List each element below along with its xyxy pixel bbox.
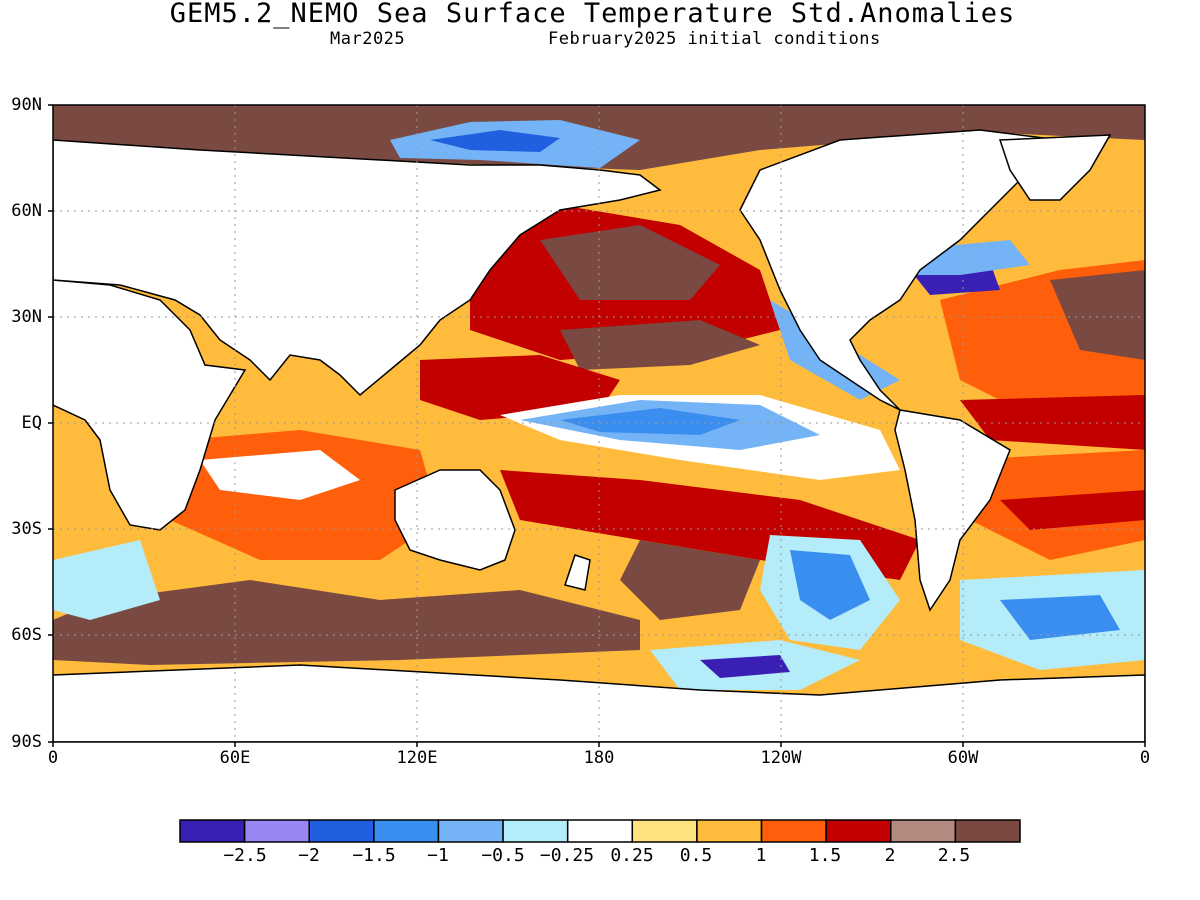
lat-label: 90N	[11, 95, 42, 115]
colorbar-swatch	[566, 819, 634, 843]
colorbar-label: 0.25	[610, 845, 654, 866]
greenland	[998, 134, 1112, 201]
lon-label: 0	[1139, 748, 1151, 768]
colorbar-swatch	[437, 819, 504, 843]
eurasia	[53, 139, 662, 397]
lon-label: 120W	[760, 748, 802, 768]
colorbar	[179, 819, 1021, 843]
colorbar-swatch	[825, 819, 892, 843]
map-title: GEM5.2_NEMO Sea Surface Temperature Std.…	[169, 0, 1016, 29]
colorbar-swatch	[954, 819, 1021, 843]
lon-label: 0	[47, 748, 59, 768]
colorbar-label: 1	[755, 845, 767, 866]
colorbar-swatch	[308, 819, 375, 843]
lat-label: EQ	[21, 413, 42, 433]
colorbar-swatch	[243, 819, 310, 843]
colorbar-swatch	[179, 819, 246, 843]
graticule	[53, 105, 1145, 742]
initial-conditions: February2025 initial conditions	[548, 29, 881, 49]
colorbar-label: −1.5	[352, 845, 396, 866]
colorbar-swatch	[373, 819, 440, 843]
colorbar-label: −2	[298, 845, 320, 866]
continents	[53, 129, 1145, 742]
axis-ticks	[48, 104, 1146, 747]
colorbar-label: −2.5	[223, 845, 267, 866]
lon-label: 180	[583, 748, 615, 768]
lat-label: 30N	[11, 307, 42, 327]
lon-label: 120E	[396, 748, 438, 768]
lat-label: 60S	[11, 625, 42, 645]
forecast-month: Mar2025	[330, 29, 406, 49]
colorbar-label: 1.5	[808, 845, 842, 866]
colorbar-swatch	[696, 819, 763, 843]
africa	[53, 279, 247, 531]
colorbar-swatch	[760, 819, 827, 843]
colorbar-label: 0.5	[679, 845, 713, 866]
australia	[394, 469, 516, 571]
colorbar-swatch	[631, 819, 698, 843]
colorbar-swatch	[890, 819, 957, 843]
southern-ocean-warm	[53, 580, 640, 665]
colorbar-label: −0.25	[539, 845, 595, 866]
colorbar-label: 2	[884, 845, 896, 866]
lat-label: 60N	[11, 201, 42, 221]
lat-label: 30S	[11, 519, 42, 539]
lon-label: 60E	[219, 748, 251, 768]
colorbar-label: −1	[427, 845, 449, 866]
south-america	[894, 409, 1011, 612]
colorbar-swatch	[502, 819, 569, 843]
antarctica	[53, 664, 1145, 742]
new-zealand	[564, 554, 591, 591]
lat-label: 90S	[11, 732, 42, 752]
colorbar-label: −0.5	[481, 845, 525, 866]
colorbar-label: 2.5	[937, 845, 971, 866]
lon-label: 60W	[947, 748, 979, 768]
